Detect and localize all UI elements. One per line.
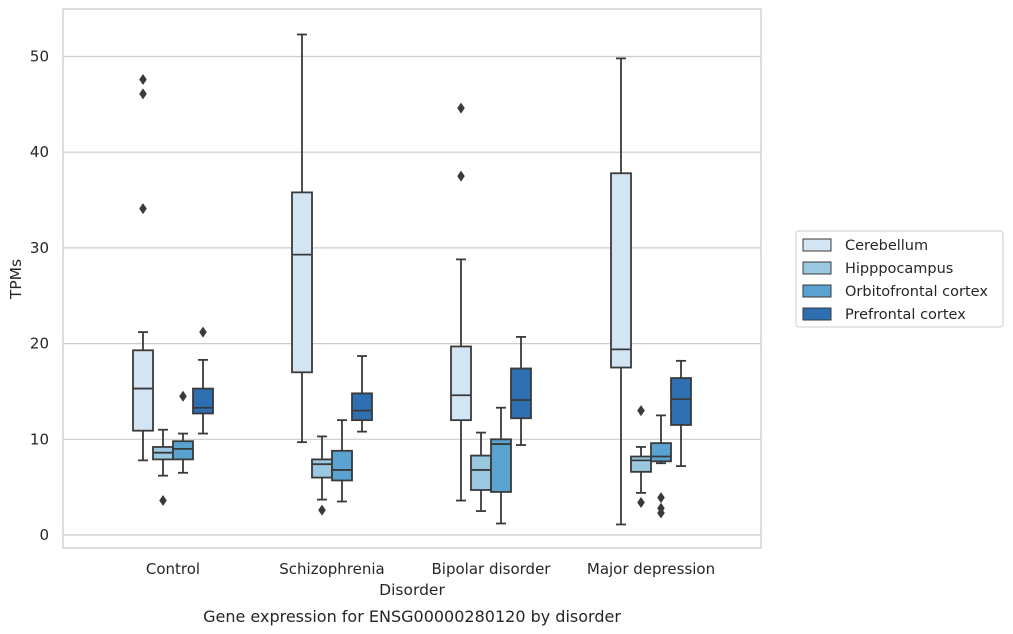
- outlier-point: [159, 495, 167, 507]
- outlier-point: [139, 203, 147, 215]
- y-axis-ticks: 0 10 20 30 40 50: [30, 48, 49, 545]
- box-body: [670, 377, 692, 426]
- box-prefrontal-cortex-3: [670, 359, 692, 467]
- x-tick-label-major-depression: Major depression: [587, 560, 715, 578]
- outlier-point: [318, 504, 326, 516]
- y-tick-label-40: 40: [30, 143, 49, 161]
- legend-label-hipppocampus: Hipppocampus: [845, 261, 953, 277]
- box-hipppocampus-2: [470, 431, 492, 512]
- y-tick-label-20: 20: [30, 335, 49, 353]
- box-orbitofrontal-cortex-1: [331, 419, 353, 503]
- box-body: [192, 387, 214, 415]
- box-hipppocampus-3: [630, 405, 652, 508]
- x-tick-label-schizophrenia: Schizophrenia: [279, 560, 384, 578]
- box-cerebellum-2: [450, 102, 472, 502]
- box-body: [490, 438, 512, 493]
- legend-label-prefrontal-cortex: Prefrontal cortex: [845, 307, 966, 323]
- y-tick-label-0: 0: [39, 526, 49, 544]
- legend-swatch-hipppocampus: [802, 261, 832, 275]
- box-body: [351, 392, 373, 422]
- y-tick-label-10: 10: [30, 430, 49, 448]
- box-orbitofrontal-cortex-2: [490, 406, 512, 525]
- legend-swatch-prefrontal-cortex: [802, 307, 832, 321]
- outlier-point: [139, 88, 147, 100]
- box-body: [470, 454, 492, 491]
- box-prefrontal-cortex-2: [510, 336, 532, 446]
- legend-swatch-cerebellum: [802, 238, 832, 252]
- outlier-point: [457, 170, 465, 182]
- box-hipppocampus-1: [311, 435, 333, 516]
- box-body: [450, 345, 472, 422]
- y-tick-label-30: 30: [30, 239, 49, 257]
- box-body: [132, 349, 154, 432]
- box-body: [650, 442, 672, 463]
- legend: Cerebellum Hipppocampus Orbitofrontal cort…: [795, 230, 1004, 328]
- legend-label-orbitofrontal-cortex: Orbitofrontal cortex: [845, 284, 988, 300]
- box-cerebellum-0: [132, 73, 154, 462]
- x-axis-ticks: Control Schizophrenia Bipolar disorder Majo…: [146, 560, 715, 578]
- legend-frame: [795, 230, 1004, 328]
- box-prefrontal-cortex-0: [192, 326, 214, 435]
- box-body: [291, 191, 313, 374]
- plot-area-frame: [62, 8, 762, 549]
- outlier-point: [199, 326, 207, 338]
- boxes: [132, 33, 692, 526]
- outlier-point: [657, 502, 665, 514]
- x-tick-label-control: Control: [146, 560, 200, 578]
- box-body: [630, 455, 652, 473]
- x-axis-label: Disorder: [379, 581, 445, 599]
- outlier-point: [637, 405, 645, 417]
- outlier-point: [179, 390, 187, 402]
- outlier-point: [637, 496, 645, 508]
- box-orbitofrontal-cortex-0: [172, 390, 194, 474]
- chart-caption: Gene expression for ENSG00000280120 by d…: [203, 607, 621, 626]
- outlier-point: [139, 73, 147, 85]
- outlier-point: [657, 492, 665, 504]
- y-tick-label-50: 50: [30, 48, 49, 66]
- box-body: [610, 172, 632, 369]
- box-cerebellum-3: [610, 57, 632, 526]
- box-hipppocampus-0: [152, 428, 174, 507]
- box-body: [311, 458, 333, 479]
- box-body: [172, 440, 194, 461]
- y-axis-label: TPMs: [7, 259, 25, 300]
- box-cerebellum-1: [291, 33, 313, 444]
- x-tick-label-bipolar-disorder: Bipolar disorder: [432, 560, 552, 578]
- legend-swatch-orbitofrontal-cortex: [802, 284, 832, 298]
- outlier-point: [457, 102, 465, 114]
- grid-lines: [63, 55, 761, 536]
- legend-label-cerebellum: Cerebellum: [845, 238, 928, 254]
- box-body: [510, 367, 532, 420]
- box-prefrontal-cortex-1: [351, 355, 373, 433]
- box-body: [331, 449, 353, 482]
- box-orbitofrontal-cortex-3: [650, 414, 672, 519]
